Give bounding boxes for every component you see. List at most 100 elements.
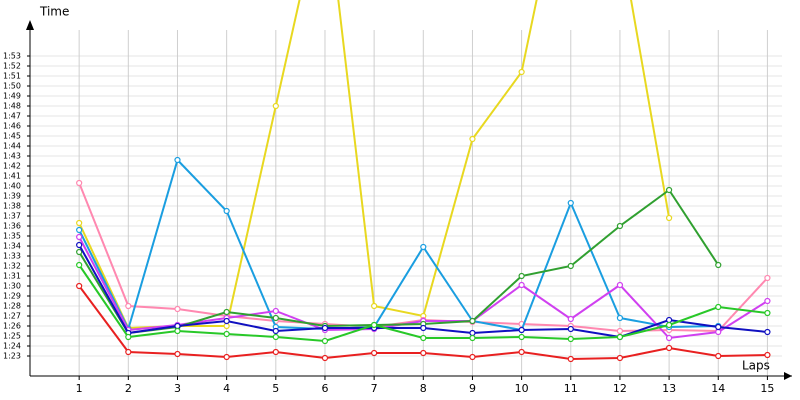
point xyxy=(469,353,476,361)
point xyxy=(764,309,771,317)
point xyxy=(715,352,722,360)
point xyxy=(420,349,427,357)
point xyxy=(223,322,230,330)
point xyxy=(469,317,476,325)
y-tick-label: 1:36 xyxy=(3,222,21,231)
point xyxy=(174,327,181,335)
point xyxy=(371,321,378,329)
point xyxy=(665,321,673,329)
point xyxy=(272,333,279,341)
point xyxy=(420,324,427,332)
y-axis-label: Time xyxy=(39,5,69,19)
point xyxy=(715,261,722,269)
point xyxy=(518,68,525,76)
point xyxy=(223,317,230,325)
point xyxy=(223,207,230,215)
y-tick-label: 1:42 xyxy=(3,162,21,171)
point xyxy=(567,355,574,363)
y-tick-label: 1:30 xyxy=(3,282,21,291)
point xyxy=(518,326,525,334)
y-tick-label: 1:28 xyxy=(3,302,21,311)
y-tick-label: 1:37 xyxy=(3,212,21,221)
y-tick-label: 1:38 xyxy=(3,202,21,211)
y-tick-label: 1:45 xyxy=(3,132,21,141)
y-tick-label: 1:52 xyxy=(3,62,21,71)
x-tick-label: 8 xyxy=(420,382,427,395)
y-tick-label: 1:48 xyxy=(3,102,21,111)
point xyxy=(420,334,427,342)
point xyxy=(616,327,624,335)
x-tick-label: 1 xyxy=(76,382,83,395)
point xyxy=(518,281,525,289)
point xyxy=(764,328,771,336)
x-tick-label: 2 xyxy=(125,382,132,395)
point xyxy=(518,348,525,356)
point xyxy=(665,186,673,194)
y-tick-label: 1:39 xyxy=(3,192,21,201)
x-tick-label: 9 xyxy=(469,382,476,395)
x-tick-label: 10 xyxy=(515,382,529,395)
x-tick-label: 12 xyxy=(613,382,627,395)
point xyxy=(174,322,181,330)
x-tick-label: 4 xyxy=(223,382,230,395)
y-tick-label: 1:49 xyxy=(3,92,21,101)
point xyxy=(272,327,279,335)
series-line xyxy=(78,158,719,332)
y-tick-label: 1:32 xyxy=(3,262,21,271)
point xyxy=(616,354,624,362)
y-tick-label: 1:44 xyxy=(3,142,21,151)
point xyxy=(125,333,132,341)
y-tick-label: 1:31 xyxy=(3,272,21,281)
point xyxy=(321,324,329,332)
y-tick-label: 1:29 xyxy=(3,292,21,301)
point xyxy=(715,303,722,311)
point xyxy=(469,135,476,143)
point xyxy=(76,226,83,234)
point xyxy=(125,302,132,310)
point xyxy=(665,214,673,222)
x-axis-label: Laps xyxy=(742,359,770,373)
point xyxy=(76,248,83,256)
point xyxy=(174,156,181,164)
x-axis-arrow xyxy=(784,372,792,380)
point xyxy=(616,281,624,289)
point xyxy=(76,282,83,290)
point xyxy=(665,334,673,342)
y-tick-label: 1:27 xyxy=(3,312,21,321)
y-tick-label: 1:35 xyxy=(3,232,21,241)
y-tick-label: 1:25 xyxy=(3,332,21,341)
point xyxy=(174,305,181,313)
point xyxy=(76,219,83,227)
point xyxy=(616,314,624,322)
point xyxy=(518,333,525,341)
x-tick-label: 11 xyxy=(564,382,578,395)
point xyxy=(272,102,279,110)
x-tick-label: 13 xyxy=(662,382,676,395)
point xyxy=(174,350,181,358)
point xyxy=(76,261,83,269)
point xyxy=(469,329,476,337)
x-tick-label: 5 xyxy=(272,382,279,395)
y-axis-arrow xyxy=(26,20,34,30)
point xyxy=(764,351,771,359)
y-tick-label: 1:50 xyxy=(3,82,21,91)
point xyxy=(518,272,525,280)
y-tick-label: 1:51 xyxy=(3,72,21,81)
point xyxy=(125,348,132,356)
point xyxy=(223,353,230,361)
y-tick-label: 1:24 xyxy=(3,342,21,351)
y-tick-label: 1:26 xyxy=(3,322,21,331)
point xyxy=(764,274,771,282)
y-tick-label: 1:33 xyxy=(3,252,21,261)
point xyxy=(567,315,574,323)
y-tick-label: 1:53 xyxy=(3,52,21,61)
y-tick-label: 1:23 xyxy=(3,352,21,361)
point xyxy=(567,325,574,333)
y-tick-label: 1:40 xyxy=(3,182,21,191)
point xyxy=(272,314,279,322)
point xyxy=(567,262,574,270)
point xyxy=(616,333,624,341)
point xyxy=(76,241,83,249)
point xyxy=(272,307,279,315)
